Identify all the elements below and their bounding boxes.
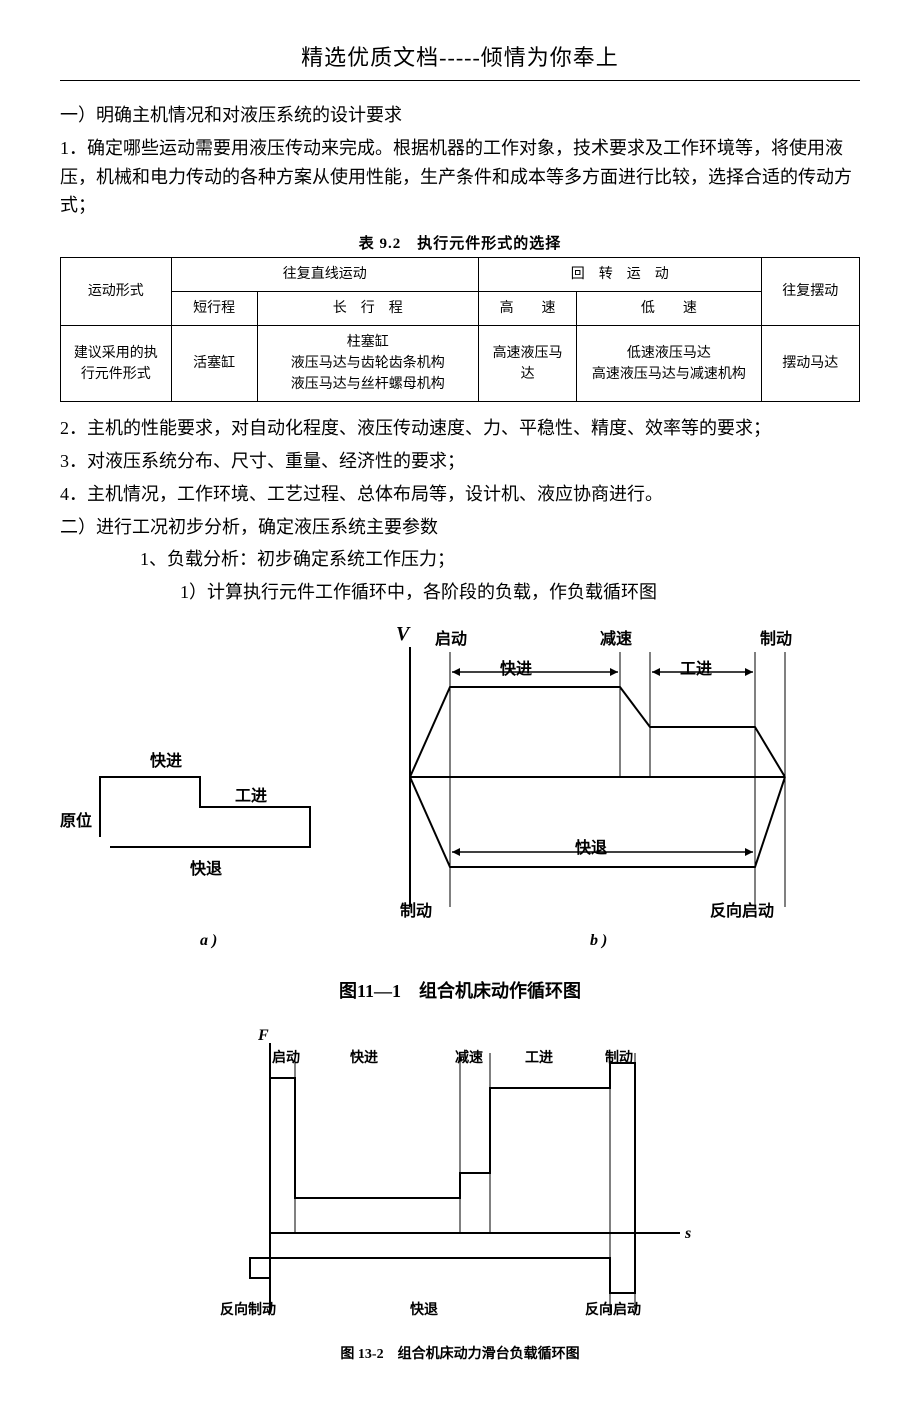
table-row: 运动形式 往复直线运动 回 转 运 动 往复摆动: [61, 258, 860, 292]
table-cell-piston: 活塞缸: [171, 326, 257, 402]
label-sub-a: a ): [200, 932, 217, 950]
label-gongjin-a: 工进: [235, 782, 267, 806]
table-cell-long: 长 行 程: [257, 292, 478, 326]
table-row: 短行程 长 行 程 高 速 低 速: [61, 292, 860, 326]
figure-13-2: F s 启动 快进 减速 工进 制动 反向制动 快退 反向启动: [210, 1033, 710, 1333]
table-row: 建议采用的执行元件形式 活塞缸 柱塞缸液压马达与齿轮齿条机构液压马达与丝杆螺母机…: [61, 326, 860, 402]
label-qidong: 启动: [435, 625, 467, 649]
section-2-point-1: 1、负载分析：初步确定系统工作压力；: [60, 545, 860, 574]
section-1-point-1: 1．确定哪些运动需要用液压传动来完成。根据机器的工作对象，技术要求及工作环境等，…: [60, 134, 860, 220]
label-v: V: [396, 623, 409, 646]
table-caption: 表 9.2 执行元件形式的选择: [60, 232, 860, 253]
table-header-motion: 运动形式: [61, 258, 172, 326]
label-gongjin-b: 工进: [680, 655, 712, 679]
table-cell-hsmotor: 高速液压马达: [478, 326, 576, 402]
section-2-title: 二）进行工况初步分析，确定液压系统主要参数: [60, 513, 860, 542]
table-cell-plunger: 柱塞缸液压马达与齿轮齿条机构液压马达与丝杆螺母机构: [257, 326, 478, 402]
figure-13-2-caption: 图 13-2 组合机床动力滑台负载循环图: [60, 1343, 860, 1363]
label-kuaijin-b: 快进: [500, 655, 532, 679]
component-selection-table: 运动形式 往复直线运动 回 转 运 动 往复摆动 短行程 长 行 程 高 速 低…: [60, 257, 860, 402]
label-kuaitui-b: 快退: [575, 834, 607, 858]
table-header-swing: 往复摆动: [761, 258, 859, 326]
label-zhidong2: 制动: [400, 897, 432, 921]
label-kuaijin-2: 快进: [350, 1047, 378, 1067]
figure-13-2-svg: [210, 1033, 710, 1333]
table-cell-lsmotor: 低速液压马达高速液压马达与减速机构: [577, 326, 761, 402]
figure-11-1: 原位 快进 工进 快退 a ) V 启动 减速 制动 快进 工进 快退 制动 反…: [60, 627, 860, 967]
label-sub-b: b ): [590, 932, 607, 950]
table-header-linear: 往复直线运动: [171, 258, 478, 292]
label-zhidong: 制动: [760, 625, 792, 649]
table-cell-swingmotor: 摆动马达: [761, 326, 859, 402]
section-1-point-2: 2．主机的性能要求，对自动化程度、液压传动速度、力、平稳性、精度、效率等的要求；: [60, 414, 860, 443]
table-cell-short: 短行程: [171, 292, 257, 326]
label-gongjin-2: 工进: [525, 1047, 553, 1067]
label-yuanwei: 原位: [60, 807, 92, 831]
table-cell-recommend: 建议采用的执行元件形式: [61, 326, 172, 402]
label-s: s: [685, 1225, 691, 1243]
label-kuaijin-a: 快进: [150, 747, 182, 771]
section-2-point-1-1: 1）计算执行元件工作循环中，各阶段的负载，作负载循环图: [60, 578, 860, 607]
label-f: F: [258, 1027, 269, 1045]
label-jiansu-2: 减速: [455, 1047, 483, 1067]
label-jiansu: 减速: [600, 625, 632, 649]
section-1-point-3: 3．对液压系统分布、尺寸、重量、经济性的要求；: [60, 447, 860, 476]
table-cell-lowspeed: 低 速: [577, 292, 761, 326]
table-cell-highspeed: 高 速: [478, 292, 576, 326]
table-header-rotary: 回 转 运 动: [478, 258, 761, 292]
label-zhidong-2: 制动: [605, 1047, 633, 1067]
figure-11-1-caption: 图11—1 组合机床动作循环图: [60, 977, 860, 1003]
label-kuaitui-a: 快退: [190, 855, 222, 879]
section-1-point-4: 4．主机情况，工作环境、工艺过程、总体布局等，设计机、液应协商进行。: [60, 480, 860, 509]
page-header: 精选优质文档-----倾情为你奉上: [60, 40, 860, 81]
label-fanxiangqidong: 反向启动: [710, 897, 774, 921]
label-qidong-2: 启动: [272, 1047, 300, 1067]
section-1-title: 一）明确主机情况和对液压系统的设计要求: [60, 101, 860, 130]
